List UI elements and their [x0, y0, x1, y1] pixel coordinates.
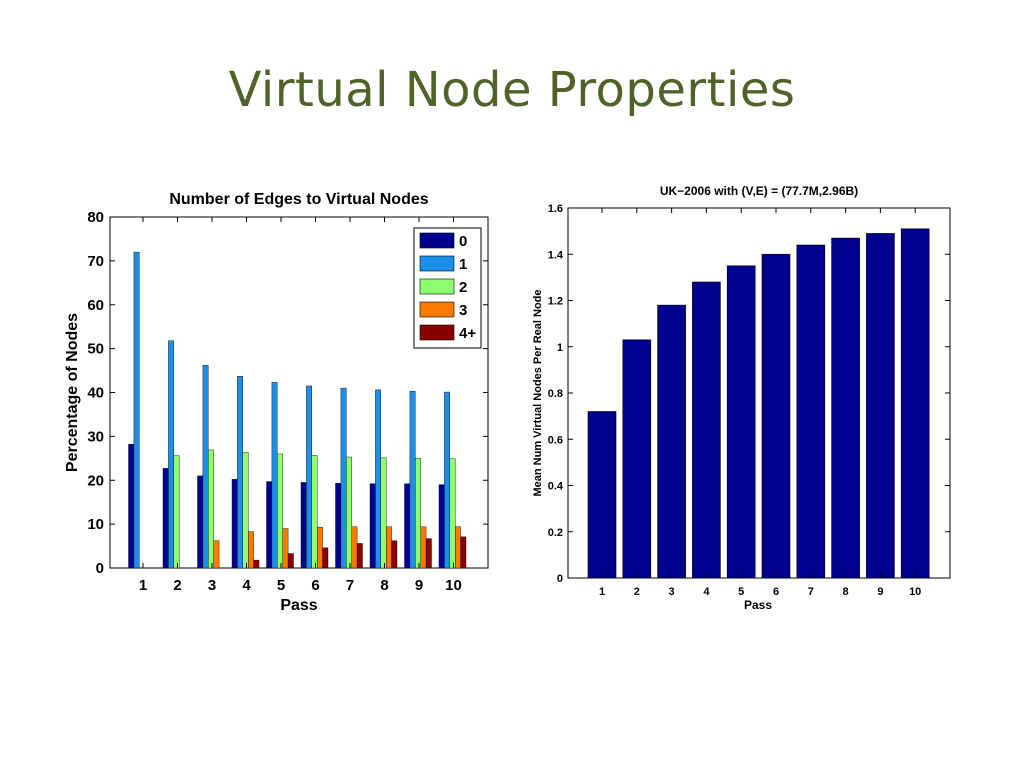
bar-series-2-pass-10	[449, 458, 456, 569]
bar-series-2-pass-4	[242, 451, 249, 569]
y-tick-label: 70	[87, 253, 104, 270]
y-tick-label: 20	[87, 472, 104, 489]
legend-swatch-4+	[419, 324, 455, 341]
legend-swatch-0	[419, 232, 455, 249]
bar-series-2-pass-6	[311, 455, 318, 569]
bar-pass-3	[657, 304, 686, 579]
legend-label-2: 2	[459, 279, 467, 296]
x-tick-label: 8	[380, 577, 388, 594]
bar-series-2-pass-5	[277, 453, 283, 569]
bar-series-4+-pass-9	[425, 538, 432, 569]
y-tick-label: 10	[87, 516, 104, 533]
bar-series-4+-pass-6	[322, 547, 329, 569]
legend-label-1: 1	[459, 256, 467, 273]
bar-series-4+-pass-5	[287, 553, 294, 569]
legend-label-3: 3	[459, 302, 467, 319]
y-tick-label: 1.6	[548, 203, 563, 215]
x-tick-label: 10	[909, 586, 921, 598]
bar-series-3-pass-4	[247, 531, 254, 569]
bar-series-3-pass-3	[213, 540, 220, 569]
y-tick-label: 0.4	[548, 481, 564, 493]
bar-pass-6	[761, 253, 791, 579]
x-tick-label: 9	[877, 586, 883, 598]
bar-series-2-pass-8	[380, 457, 387, 569]
bar-pass-5	[726, 265, 756, 579]
legend-label-4+: 4+	[459, 325, 476, 342]
bar-series-1-pass-1	[133, 251, 140, 569]
y-tick-label: 0.2	[548, 527, 563, 539]
y-tick-label: 0	[96, 560, 104, 577]
bar-pass-1	[587, 411, 617, 579]
y-tick-label: 0.8	[548, 388, 563, 400]
x-tick-label: 5	[738, 586, 744, 598]
y-tick-label: 0	[557, 573, 563, 585]
x-axis-label: Pass	[744, 598, 772, 612]
bar-series-4+-pass-8	[391, 540, 398, 569]
bar-pass-9	[866, 233, 895, 579]
x-tick-label: 10	[445, 577, 462, 594]
bar-series-4+-pass-10	[460, 536, 467, 569]
y-tick-label: 80	[87, 209, 104, 226]
bar-pass-7	[796, 244, 826, 579]
bar-series-4+-pass-4	[253, 559, 260, 569]
legend-swatch-1	[419, 255, 455, 272]
bar-series-2-pass-7	[346, 456, 352, 569]
x-tick-label: 8	[843, 586, 849, 598]
x-tick-label: 9	[415, 577, 423, 594]
chart-title: UK−2006 with (V,E) = (77.7M,2.96B)	[660, 184, 858, 198]
y-tick-label: 50	[87, 341, 104, 358]
y-tick-label: 40	[87, 385, 104, 402]
legend-swatch-3	[419, 301, 455, 318]
legend-label-0: 0	[459, 233, 467, 250]
bar-pass-10	[900, 228, 930, 579]
bar-series-2-pass-3	[208, 449, 214, 569]
bar-series-2-pass-2	[173, 455, 180, 569]
x-tick-label: 3	[208, 577, 216, 594]
x-tick-label: 6	[311, 577, 319, 594]
y-tick-label: 1.2	[548, 296, 563, 308]
y-tick-label: 30	[87, 428, 104, 445]
x-tick-label: 4	[242, 577, 251, 594]
x-tick-label: 1	[139, 577, 147, 594]
y-tick-label: 60	[87, 297, 104, 314]
bar-series-4+-pass-7	[356, 543, 363, 569]
x-tick-label: 1	[599, 586, 605, 598]
x-tick-label: 5	[277, 577, 285, 594]
x-tick-label: 6	[773, 586, 779, 598]
y-tick-label: 1	[557, 342, 563, 354]
x-tick-label: 2	[173, 577, 181, 594]
y-tick-label: 0.6	[548, 434, 563, 446]
y-axis-label: Percentage of Nodes	[64, 313, 81, 472]
y-tick-label: 1.4	[548, 249, 564, 261]
x-tick-label: 3	[669, 586, 675, 598]
x-tick-label: 7	[346, 577, 354, 594]
bar-pass-8	[831, 237, 860, 579]
x-tick-label: 4	[703, 586, 710, 598]
bar-pass-2	[622, 339, 652, 579]
bar-pass-4	[692, 281, 721, 579]
legend-swatch-2	[419, 278, 455, 295]
bar-series-1-pass-2	[168, 340, 174, 569]
x-tick-label: 7	[808, 586, 814, 598]
bar-series-3-pass-5	[282, 528, 289, 569]
x-axis-label: Pass	[280, 597, 317, 614]
chart-title: Number of Edges to Virtual Nodes	[169, 191, 428, 208]
x-tick-label: 2	[634, 586, 640, 598]
bar-series-3-pass-6	[317, 526, 323, 569]
y-axis-label: Mean Num Virtual Nodes Per Real Node	[532, 289, 544, 496]
bar-series-2-pass-9	[415, 458, 421, 569]
slide-title: Virtual Node Properties	[228, 62, 796, 118]
